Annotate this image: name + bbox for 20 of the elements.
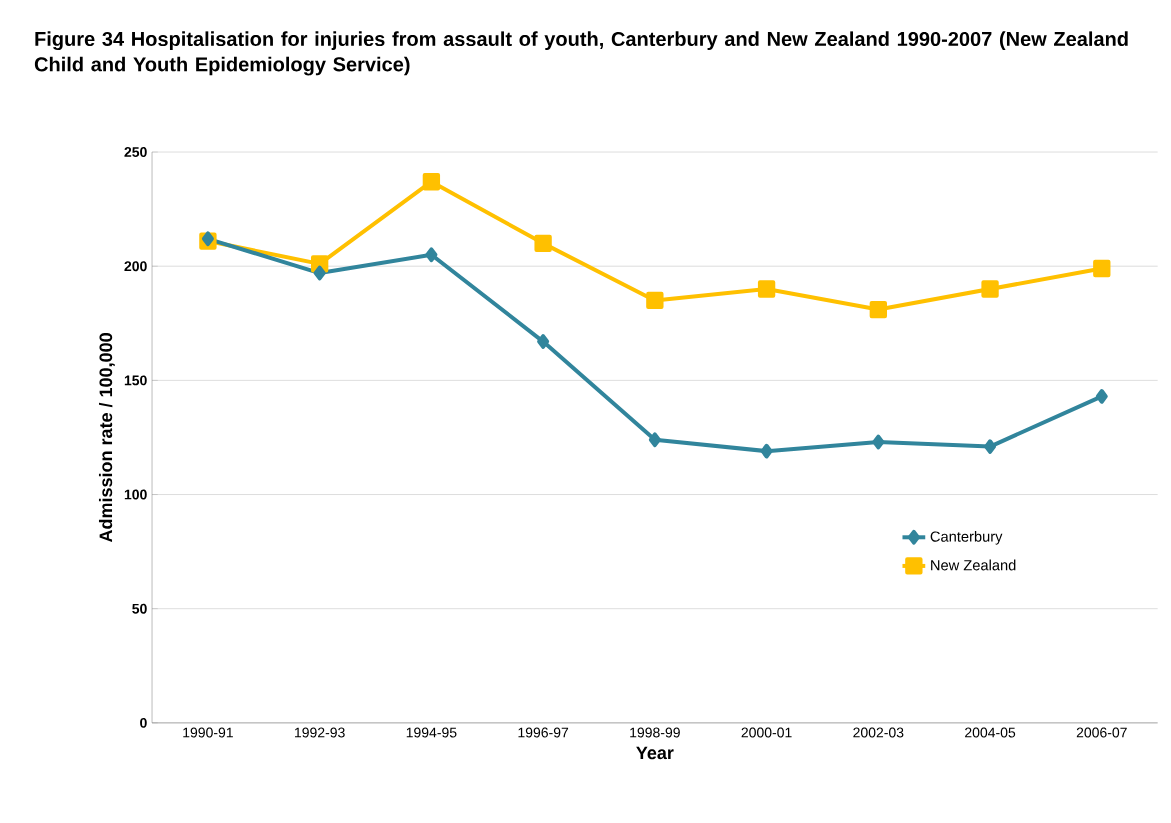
y-tick-label: 0 bbox=[140, 717, 147, 728]
y-tick-label: 150 bbox=[124, 375, 147, 386]
y-tick-label: 200 bbox=[124, 261, 147, 272]
x-tick-label: 2004-05 bbox=[965, 727, 1016, 738]
x-tick-label: 1992-93 bbox=[295, 727, 345, 738]
y-axis-title: Admission rate / 100,000 bbox=[98, 333, 115, 543]
y-tick-label: 50 bbox=[132, 603, 147, 614]
x-tick-label: 1994-95 bbox=[406, 727, 457, 738]
x-tick-label: 1996-97 bbox=[518, 727, 569, 738]
x-tick-label: 2006-07 bbox=[1076, 727, 1127, 738]
chart-title: Figure 34 Hospitalisation for injuries from assault of youth, Canterbury and New Zealand 1990-2007 (New Zealand Child and Youth Epidemiology Service) bbox=[34, 31, 1128, 76]
x-tick-label: 1990-91 bbox=[183, 727, 233, 738]
legend-label: New Zealand bbox=[931, 559, 1016, 571]
x-axis-title: Year bbox=[636, 746, 674, 760]
legend-label: Canterbury bbox=[930, 531, 1003, 545]
y-tick-label: 250 bbox=[124, 147, 147, 158]
x-tick-label: 2002-03 bbox=[853, 727, 904, 738]
x-tick-label: 2000-01 bbox=[741, 727, 792, 738]
y-tick-label: 100 bbox=[124, 489, 147, 500]
x-tick-label: 1998-99 bbox=[630, 727, 680, 738]
